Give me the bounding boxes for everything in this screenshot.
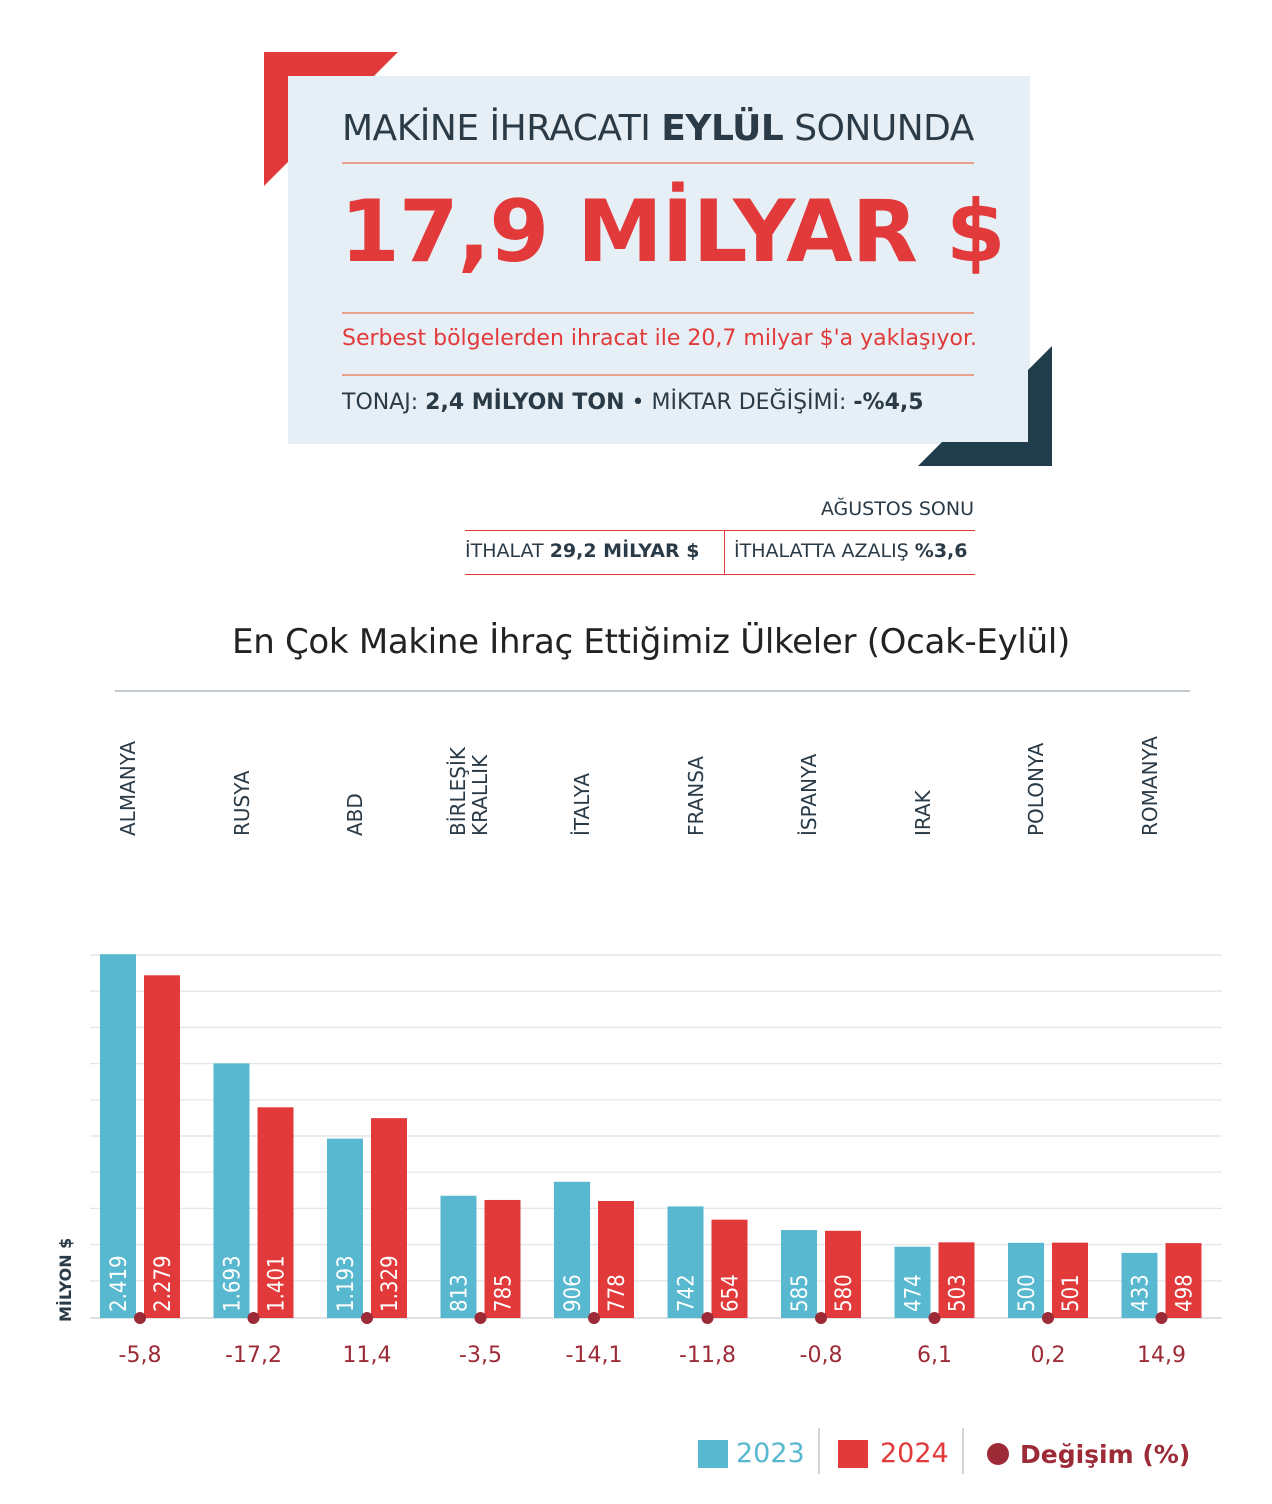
legend-label-change: Değişim (%)	[1020, 1440, 1191, 1469]
country-label: ABD	[343, 793, 367, 836]
change-dot	[815, 1312, 827, 1324]
legend-swatch-2023	[698, 1440, 728, 1468]
bar-value-label: 2.419	[107, 1255, 132, 1312]
bar-2024	[938, 1242, 975, 1318]
bar-value-label: 498	[1173, 1274, 1198, 1312]
bar-value-label: 585	[788, 1274, 813, 1312]
change-value-label: 11,4	[343, 1343, 392, 1368]
bar-2023	[100, 954, 136, 1318]
change-dot	[474, 1312, 487, 1324]
legend-label-2023: 2023	[736, 1438, 805, 1469]
bar-2023	[554, 1181, 590, 1318]
headline-box	[288, 76, 1030, 444]
change-dot	[247, 1312, 260, 1324]
change-dot	[1042, 1312, 1054, 1324]
bar-2024	[711, 1219, 748, 1318]
change-value-label: 0,2	[1031, 1343, 1066, 1368]
bar-value-label: 503	[946, 1274, 971, 1312]
legend-dot-change	[987, 1443, 1009, 1465]
change-value-label: 6,1	[917, 1343, 952, 1368]
bar-value-label: 501	[1059, 1274, 1084, 1312]
bar-value-label: 1.193	[334, 1255, 359, 1312]
bar-value-label: 2.279	[151, 1255, 176, 1312]
change-dot	[928, 1312, 941, 1324]
divider	[724, 531, 725, 574]
bar-value-label: 1.693	[221, 1255, 246, 1312]
divider	[342, 312, 974, 314]
bar-chart: 2.419 2.279 -5,8 1.693 1.401 -17,2 1.193 1.329 1…	[90, 954, 1222, 1368]
import-decline: İTHALATTA AZALIŞ %3,6	[734, 540, 968, 562]
bar-value-label: 742	[675, 1274, 700, 1312]
tonnage-line: TONAJ: 2,4 MİLYON TON • MİKTAR DEĞİŞİMİ:…	[342, 390, 924, 415]
country-label: BİRLEŞİK KRALLIK	[445, 746, 492, 836]
change-dot	[701, 1312, 714, 1324]
change-value-label: 14,9	[1137, 1343, 1186, 1368]
change-value-label: -5,8	[119, 1343, 162, 1368]
corner-frame-bottom-right	[918, 346, 1052, 466]
bar-2023	[440, 1195, 477, 1318]
legend-label-2024: 2024	[880, 1438, 949, 1469]
august-label: AĞUSTOS SONU	[820, 498, 974, 520]
headline: MAKİNE İHRACATI EYLÜL SONUNDA	[342, 108, 974, 149]
legend-divider	[818, 1428, 820, 1474]
bar-value-label: 906	[561, 1274, 586, 1312]
chart-title: En Çok Makine İhraç Ettiğimiz Ülkeler (O…	[232, 622, 1070, 662]
bar-2024	[1165, 1243, 1202, 1318]
bar-2023	[1121, 1252, 1158, 1318]
bar-2024	[484, 1199, 521, 1318]
divider	[115, 690, 1190, 692]
change-dot	[134, 1312, 146, 1324]
change-value-label: -11,8	[679, 1343, 736, 1368]
country-label: FRANSA	[683, 756, 708, 836]
subline: Serbest bölgelerden ihracat ile 20,7 mil…	[342, 326, 978, 351]
bar-2023	[213, 1063, 250, 1318]
bar-2024	[1052, 1242, 1088, 1318]
change-value-label: -3,5	[459, 1343, 502, 1368]
bar-value-label: 433	[1129, 1274, 1154, 1312]
country-label: POLONYA	[1024, 742, 1048, 836]
bar-value-label: 1.329	[378, 1255, 403, 1312]
bar-2023	[327, 1138, 363, 1318]
bar-2023	[667, 1206, 704, 1318]
bar-2024	[371, 1118, 407, 1318]
bar-2024	[144, 975, 180, 1318]
country-label: İSPANYA	[797, 753, 821, 836]
country-label: RUSYA	[229, 770, 254, 836]
bar-value-label: 1.401	[265, 1255, 290, 1312]
bar-value-label: 813	[448, 1274, 473, 1312]
change-dot	[588, 1312, 600, 1324]
country-label: IRAK	[910, 790, 935, 836]
bar-value-label: 654	[719, 1274, 744, 1312]
change-dot	[361, 1312, 373, 1324]
divider	[342, 162, 974, 164]
divider	[465, 530, 975, 531]
divider	[342, 374, 974, 376]
big-number: 17,9 MİLYAR $	[340, 182, 1006, 282]
bar-2023	[1008, 1242, 1044, 1318]
country-label: ALMANYA	[116, 740, 140, 836]
country-label: İTALYA	[570, 772, 594, 836]
bar-2024	[257, 1107, 294, 1318]
bar-value-label: 785	[492, 1274, 517, 1312]
bar-2023	[781, 1230, 817, 1318]
change-value-label: -17,2	[225, 1343, 282, 1368]
bar-value-label: 474	[902, 1274, 927, 1312]
bar-value-label: 778	[605, 1274, 630, 1312]
legend-swatch-2024	[838, 1440, 868, 1468]
bar-2024	[825, 1230, 861, 1318]
corner-frame-top-left	[264, 52, 398, 186]
import-value: İTHALAT 29,2 MİLYAR $	[465, 540, 700, 562]
legend-divider	[962, 1428, 964, 1474]
change-dot	[1155, 1312, 1168, 1324]
country-label: ROMANYA	[1137, 736, 1162, 836]
change-value-label: -0,8	[800, 1343, 843, 1368]
bar-2024	[598, 1201, 634, 1318]
bar-value-label: 580	[832, 1274, 857, 1312]
bar-value-label: 500	[1015, 1274, 1040, 1312]
change-value-label: -14,1	[566, 1343, 623, 1368]
bar-2023	[894, 1246, 931, 1318]
divider	[465, 574, 975, 575]
